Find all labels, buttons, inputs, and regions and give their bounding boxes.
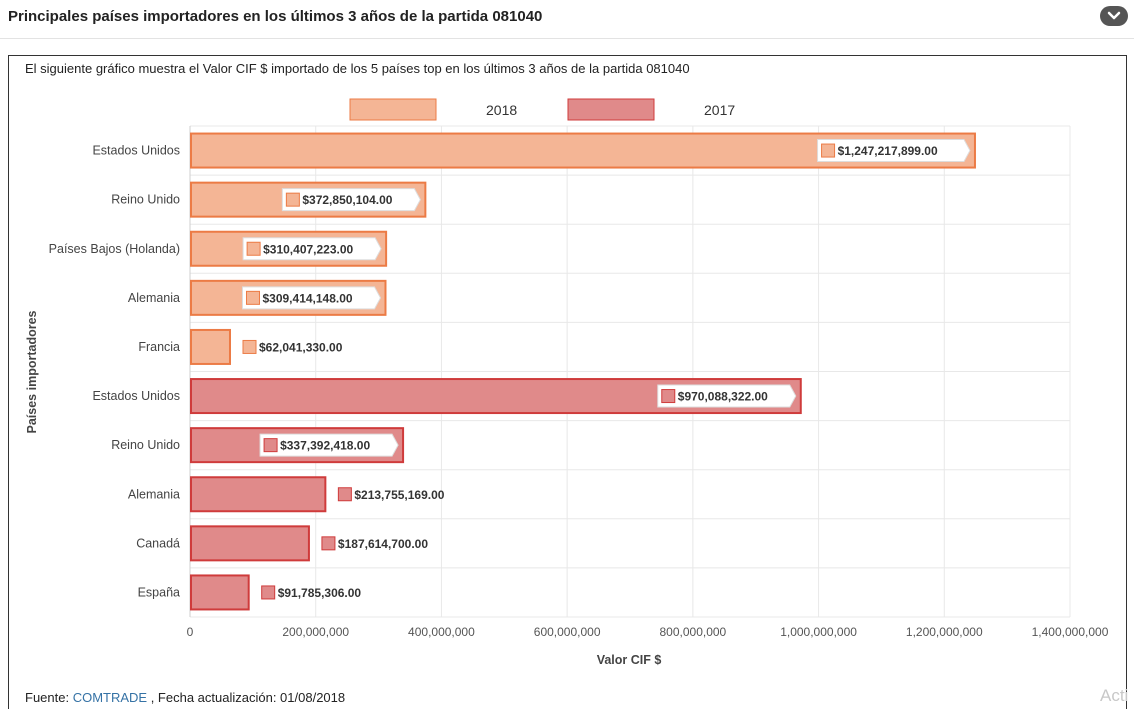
data-label-swatch: [661, 389, 676, 404]
y-category-label: Estados Unidos: [92, 144, 180, 158]
y-category-label: Alemania: [128, 487, 180, 501]
data-label: $62,041,330.00: [259, 340, 343, 354]
y-category-label: Reino Unido: [111, 193, 180, 207]
x-tick-label: 400,000,000: [408, 625, 475, 639]
data-label-bubble: [281, 188, 421, 212]
data-label-bubble: [817, 139, 971, 163]
widget-header: Principales países importadores en los ú…: [0, 0, 1134, 39]
data-label-swatch: [245, 290, 260, 305]
data-label-bubble: [657, 384, 797, 408]
bar-2017: [190, 476, 327, 513]
data-label: $309,414,148.00: [262, 291, 352, 305]
data-label: $310,407,223.00: [263, 242, 353, 256]
data-label: $372,850,104.00: [302, 193, 392, 207]
data-label-swatch: [242, 339, 257, 354]
collapse-button[interactable]: [1100, 6, 1128, 26]
bar-2018: [190, 328, 231, 365]
data-label-swatch: [321, 536, 336, 551]
y-category-label: Estados Unidos: [92, 389, 180, 403]
data-label: $970,088,322.00: [678, 390, 768, 404]
x-tick-label: 1,000,000,000: [780, 625, 857, 639]
data-label-swatch: [821, 143, 836, 158]
data-label-bubble: [259, 433, 399, 457]
y-category-label: Alemania: [128, 291, 180, 305]
page-title: Principales países importadores en los ú…: [8, 8, 543, 25]
source-link[interactable]: COMTRADE: [72, 690, 148, 705]
legend-swatch-2018: [349, 98, 437, 121]
footer: Fuente: COMTRADE , Fecha actualización: …: [25, 690, 345, 705]
legend-label: 2017: [704, 102, 735, 118]
bar-2017: [190, 525, 310, 562]
y-category-label: España: [138, 585, 180, 599]
update-date: , Fecha actualización: 01/08/2018: [147, 690, 346, 705]
data-label: $213,755,169.00: [354, 488, 444, 502]
x-tick-label: 200,000,000: [282, 625, 349, 639]
data-label-swatch: [261, 585, 276, 600]
x-tick-label: 1,200,000,000: [906, 625, 983, 639]
data-label-swatch: [337, 487, 352, 502]
y-category-label: Países Bajos (Holanda): [49, 242, 180, 256]
data-label: $187,614,700.00: [338, 537, 428, 551]
x-tick-label: 1,400,000,000: [1032, 625, 1109, 639]
y-category-label: Reino Unido: [111, 438, 180, 452]
watermark: Acti: [1100, 686, 1129, 705]
data-label-swatch: [246, 241, 261, 256]
x-tick-label: 0: [187, 625, 194, 639]
data-label: $91,785,306.00: [278, 586, 362, 600]
chevron-down-icon: [1107, 11, 1121, 20]
y-axis-title: Países importadores: [25, 310, 39, 433]
chart-panel: El siguiente gráfico muestra el Valor CI…: [8, 55, 1127, 709]
x-tick-label: 600,000,000: [534, 625, 601, 639]
data-label-bubble: [242, 237, 382, 261]
data-label-bubble: [241, 286, 382, 310]
legend-swatch-2017: [567, 98, 655, 121]
data-label-swatch: [263, 438, 278, 453]
data-label: $1,247,217,899.00: [838, 144, 938, 158]
y-category-label: Francia: [138, 340, 180, 354]
data-label-swatch: [285, 192, 300, 207]
x-tick-label: 800,000,000: [659, 625, 726, 639]
bar-2017: [190, 574, 250, 611]
data-label: $337,392,418.00: [280, 439, 370, 453]
chart-description: El siguiente gráfico muestra el Valor CI…: [25, 61, 690, 76]
y-category-label: Canadá: [136, 536, 180, 550]
x-axis-title: Valor CIF $: [597, 653, 662, 667]
bar-chart: 0 200,000,000 400,000,000 600,000,000 800,00…: [25, 98, 1109, 667]
legend-label: 2018: [486, 102, 517, 118]
source-label: Fuente:: [25, 690, 73, 705]
